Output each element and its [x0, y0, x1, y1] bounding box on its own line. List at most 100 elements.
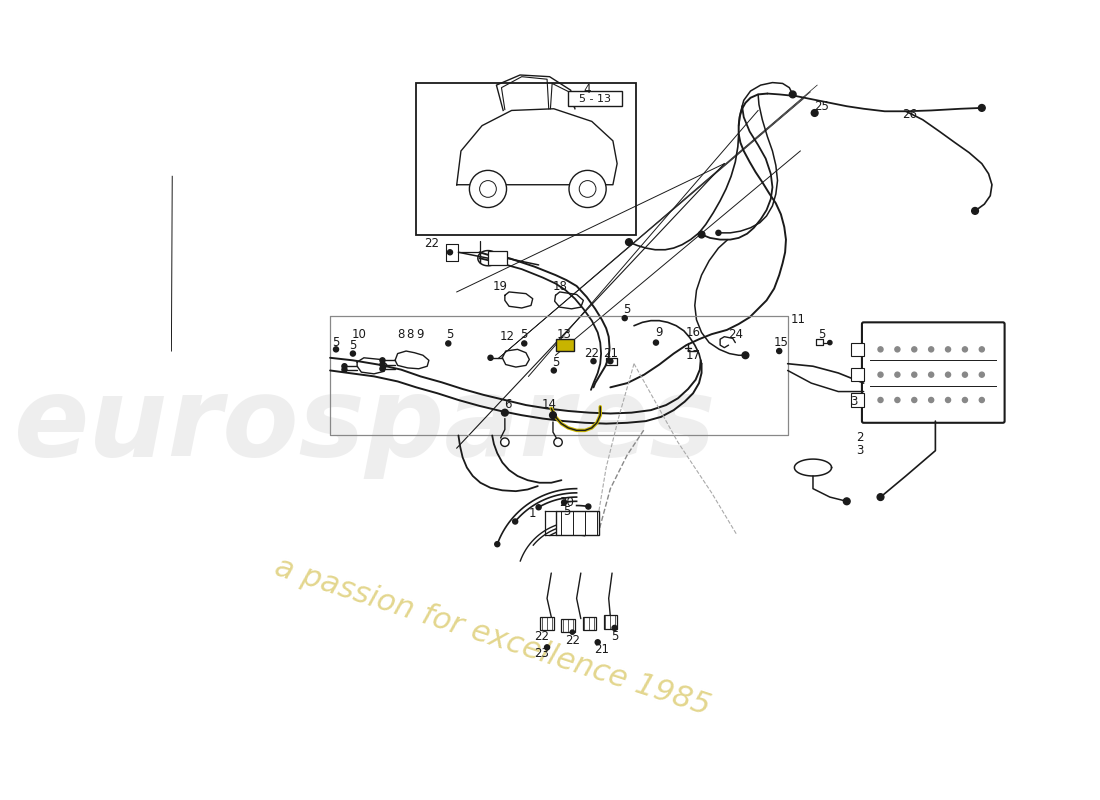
Circle shape: [333, 347, 339, 352]
Text: 22: 22: [565, 634, 580, 647]
Bar: [556, 339, 574, 351]
Bar: [851, 342, 864, 356]
Circle shape: [698, 231, 705, 238]
Circle shape: [716, 230, 720, 235]
Text: 4: 4: [583, 83, 591, 96]
Circle shape: [895, 347, 900, 352]
Text: 5: 5: [563, 505, 570, 518]
Circle shape: [608, 358, 613, 364]
Text: 21: 21: [603, 347, 618, 360]
Circle shape: [878, 398, 883, 402]
Text: 5: 5: [520, 329, 528, 342]
Circle shape: [979, 372, 984, 378]
Circle shape: [342, 364, 346, 369]
Circle shape: [928, 347, 934, 352]
Circle shape: [553, 438, 562, 446]
Bar: [556, 511, 600, 535]
Text: 3: 3: [850, 395, 857, 408]
Text: 19: 19: [493, 279, 508, 293]
Bar: [488, 251, 506, 265]
Circle shape: [513, 519, 518, 524]
Text: 8: 8: [397, 329, 405, 342]
Circle shape: [586, 504, 591, 509]
Circle shape: [979, 398, 984, 402]
Circle shape: [844, 498, 850, 505]
Text: 13: 13: [557, 329, 571, 342]
Circle shape: [500, 438, 509, 446]
Bar: [540, 617, 553, 630]
Circle shape: [379, 366, 385, 371]
Circle shape: [569, 170, 606, 207]
Text: 21: 21: [594, 642, 609, 655]
Circle shape: [928, 372, 934, 378]
Circle shape: [502, 410, 508, 416]
Text: 18: 18: [552, 279, 568, 293]
Circle shape: [812, 110, 818, 116]
Text: eurospares: eurospares: [14, 372, 717, 479]
Text: 3: 3: [856, 444, 864, 457]
Circle shape: [551, 368, 557, 373]
Text: 9: 9: [416, 329, 424, 342]
Bar: [604, 615, 617, 629]
Text: 11: 11: [790, 314, 805, 326]
Circle shape: [379, 358, 385, 363]
Bar: [851, 368, 864, 382]
Text: 22: 22: [424, 238, 439, 250]
Circle shape: [895, 398, 900, 402]
Text: 12: 12: [499, 330, 515, 343]
Circle shape: [550, 412, 557, 418]
Text: 22: 22: [534, 630, 549, 643]
Circle shape: [895, 372, 900, 378]
Circle shape: [962, 347, 968, 352]
Text: a passion for excellence 1985: a passion for excellence 1985: [271, 552, 714, 721]
Circle shape: [928, 398, 934, 402]
Text: 17: 17: [685, 349, 701, 362]
Text: 2: 2: [856, 431, 864, 445]
Circle shape: [877, 494, 884, 501]
Text: 6: 6: [504, 398, 512, 410]
Circle shape: [978, 105, 986, 111]
Bar: [561, 618, 575, 632]
Circle shape: [777, 349, 782, 354]
Circle shape: [488, 355, 493, 360]
Circle shape: [878, 372, 883, 378]
Text: 5: 5: [552, 355, 559, 369]
Text: 9: 9: [656, 326, 663, 339]
Circle shape: [595, 640, 601, 645]
Circle shape: [946, 347, 950, 352]
Circle shape: [580, 181, 596, 198]
Bar: [583, 617, 596, 630]
Circle shape: [591, 358, 596, 364]
Circle shape: [912, 372, 916, 378]
Circle shape: [562, 500, 566, 505]
Circle shape: [536, 505, 541, 510]
Text: 5: 5: [332, 336, 340, 349]
Circle shape: [962, 372, 968, 378]
Circle shape: [495, 542, 499, 546]
Circle shape: [946, 398, 950, 402]
FancyBboxPatch shape: [862, 322, 1004, 422]
Circle shape: [521, 341, 527, 346]
Circle shape: [570, 630, 574, 634]
Text: 5 - 13: 5 - 13: [580, 94, 612, 104]
Bar: [851, 394, 864, 406]
Circle shape: [979, 347, 984, 352]
Circle shape: [480, 181, 496, 198]
Circle shape: [612, 626, 617, 630]
Text: 15: 15: [773, 336, 789, 349]
Text: 1: 1: [529, 507, 537, 521]
Circle shape: [828, 341, 832, 345]
Circle shape: [653, 340, 659, 345]
Circle shape: [446, 341, 451, 346]
Circle shape: [470, 170, 506, 207]
Text: 22: 22: [584, 347, 600, 360]
Text: 20: 20: [559, 496, 574, 509]
Text: 25: 25: [814, 100, 829, 113]
Circle shape: [946, 372, 950, 378]
Circle shape: [351, 351, 355, 356]
Text: 24: 24: [728, 328, 743, 341]
Text: 5: 5: [349, 338, 356, 352]
Text: 10: 10: [351, 329, 366, 342]
Text: 8: 8: [407, 329, 414, 342]
Circle shape: [742, 352, 749, 358]
